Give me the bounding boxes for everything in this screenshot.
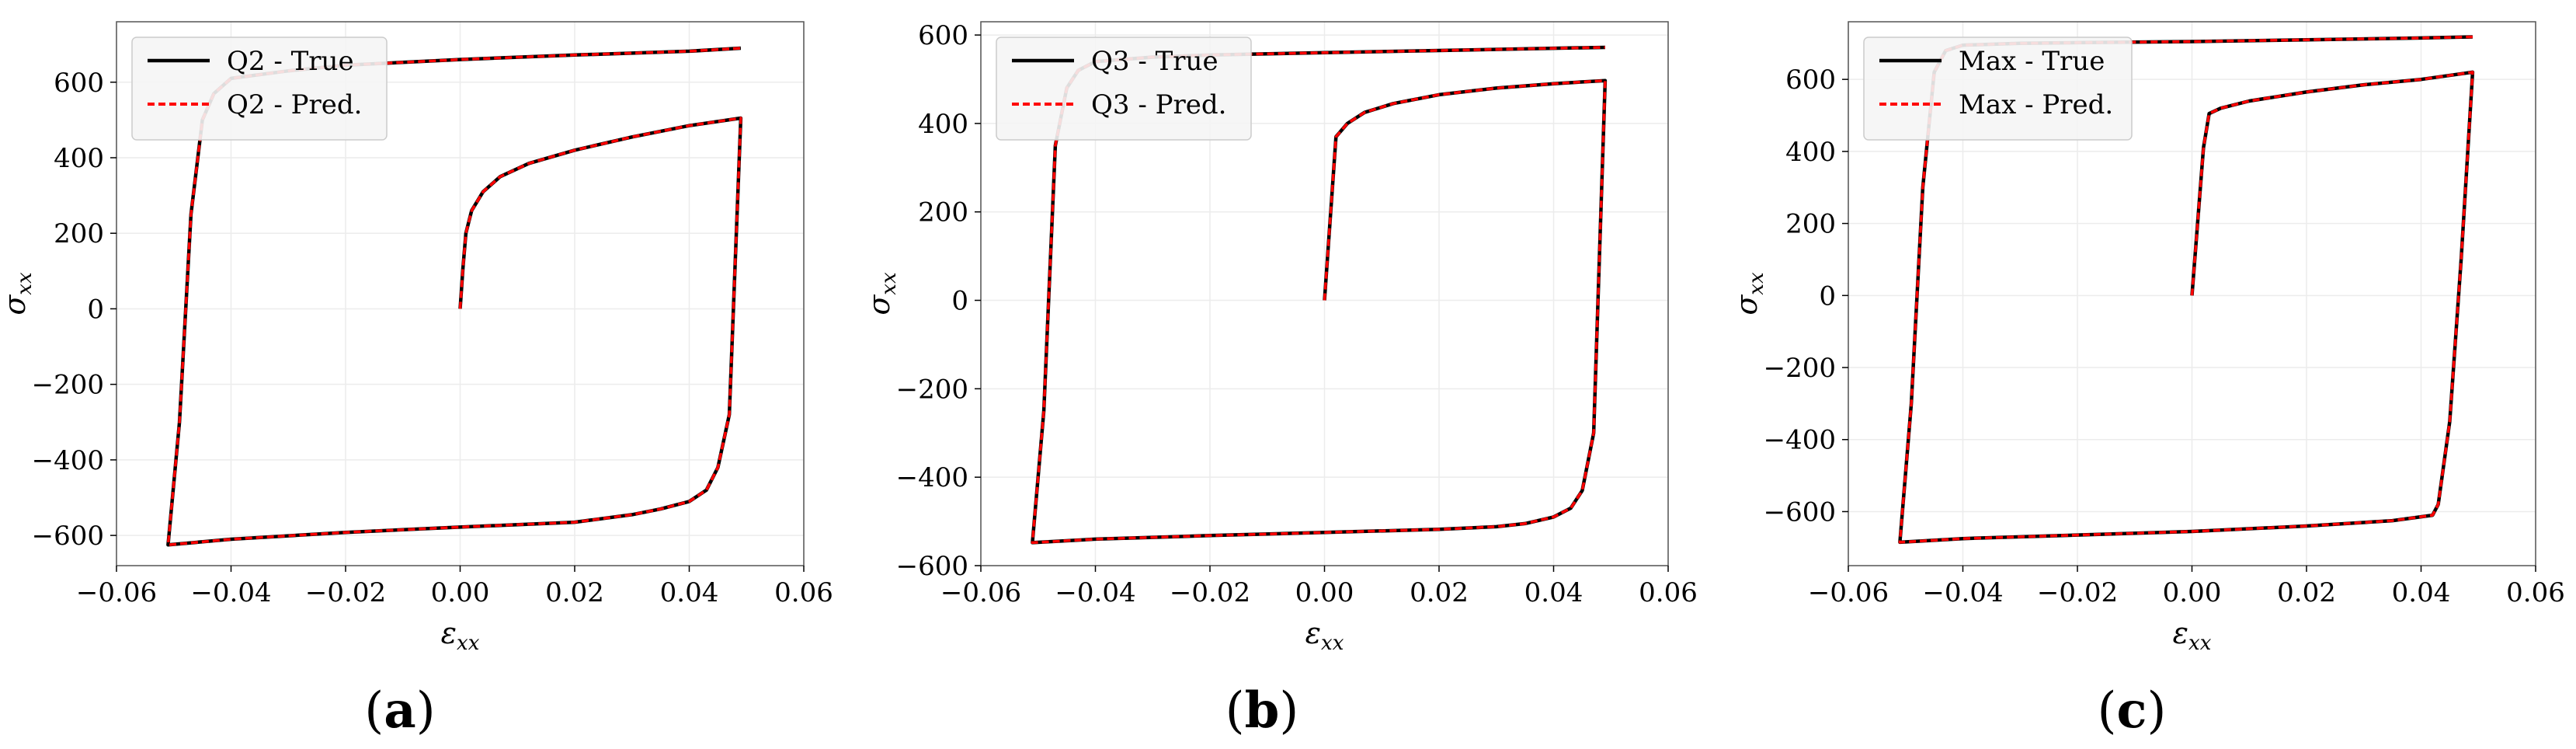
x-tick-label: 0.00 xyxy=(2163,577,2222,608)
legend: Q2 - True Q2 - Pred. xyxy=(131,37,388,141)
x-tick-label: −0.02 xyxy=(1170,577,1250,608)
x-tick-label: 0.00 xyxy=(431,577,490,608)
x-tick-label: −0.04 xyxy=(1055,577,1135,608)
legend-box xyxy=(1863,37,2133,141)
x-axis-label: εxx xyxy=(441,616,480,655)
panel-caption-letter: b xyxy=(1245,681,1280,740)
legend-label: Max - True xyxy=(1959,46,2105,77)
legend-label: Q2 - True xyxy=(227,46,354,77)
panel-caption-letter: a xyxy=(384,681,415,740)
legend-label: Q2 - Pred. xyxy=(227,89,362,120)
legend: Q3 - True Q3 - Pred. xyxy=(996,37,1252,141)
panel-caption: (a) xyxy=(364,681,435,740)
y-tick-label: 200 xyxy=(1785,209,1836,240)
panel-c: −0.06 −0.04 −0.02 0.00 0.02 0.04 0.06 −600 −400 −… xyxy=(1730,21,2565,740)
x-tick-label: 0.06 xyxy=(2506,577,2565,608)
y-tick-label: 0 xyxy=(1819,280,1836,312)
y-tick-label: −200 xyxy=(1764,353,1836,384)
x-tick-label: 0.04 xyxy=(660,577,719,608)
x-tick-label: −0.06 xyxy=(940,577,1021,608)
y-tick-label: 400 xyxy=(1785,137,1836,168)
y-tick-label: 400 xyxy=(918,109,968,140)
y-tick-label: 600 xyxy=(54,68,104,99)
legend-box xyxy=(131,37,388,141)
y-tick-label: −200 xyxy=(32,370,104,401)
y-tick-label: 0 xyxy=(951,286,968,317)
y-tick-label: 200 xyxy=(54,218,104,249)
legend: Max - True Max - Pred. xyxy=(1863,37,2133,141)
x-tick-label: 0.04 xyxy=(1524,577,1583,608)
panel-caption: (b) xyxy=(1225,681,1299,740)
x-tick-label: 0.00 xyxy=(1295,577,1354,608)
x-tick-label: −0.04 xyxy=(190,577,271,608)
x-tick-label: −0.02 xyxy=(2037,577,2118,608)
x-tick-label: 0.02 xyxy=(1410,577,1469,608)
x-tick-label: −0.06 xyxy=(76,577,157,608)
x-tick-label: 0.06 xyxy=(774,577,833,608)
x-tick-label: −0.02 xyxy=(305,577,386,608)
y-tick-label: −400 xyxy=(1764,425,1836,456)
y-tick-label: −600 xyxy=(32,521,104,552)
panel-caption: (c) xyxy=(2098,681,2167,740)
y-axis-label: σxx xyxy=(862,272,901,315)
x-axis-label: εxx xyxy=(2173,616,2212,655)
panel-caption-letter: c xyxy=(2117,681,2147,740)
y-tick-label: 600 xyxy=(918,20,968,51)
y-tick-label: −400 xyxy=(32,445,104,476)
panel-a: −0.06 −0.04 −0.02 0.00 0.02 0.04 0.06 −600 −400 −… xyxy=(0,21,833,740)
x-tick-label: 0.02 xyxy=(2277,577,2336,608)
legend-label: Q3 - Pred. xyxy=(1091,89,1226,120)
legend-label: Max - Pred. xyxy=(1959,89,2113,120)
legend-label: Q3 - True xyxy=(1091,46,1218,77)
y-tick-label: 0 xyxy=(87,294,104,325)
y-tick-label: −600 xyxy=(896,551,968,582)
x-tick-label: −0.06 xyxy=(1808,577,1889,608)
y-tick-label: −200 xyxy=(896,374,968,405)
x-tick-label: −0.04 xyxy=(1922,577,2003,608)
y-tick-label: 200 xyxy=(918,197,968,228)
series-line-pred xyxy=(1898,35,2474,544)
y-tick-label: −400 xyxy=(896,462,968,493)
y-tick-label: 400 xyxy=(54,143,104,174)
y-axis-label: σxx xyxy=(1730,272,1768,315)
x-axis-label: εxx xyxy=(1305,616,1344,655)
x-tick-label: 0.02 xyxy=(545,577,604,608)
y-tick-label: −600 xyxy=(1764,496,1836,528)
legend-box xyxy=(996,37,1252,141)
y-tick-label: 600 xyxy=(1785,64,1836,96)
y-axis-label: σxx xyxy=(0,272,37,315)
x-tick-label: 0.06 xyxy=(1639,577,1698,608)
panel-b: −0.06 −0.04 −0.02 0.00 0.02 0.04 0.06 −600 −400 −… xyxy=(862,20,1698,740)
x-tick-label: 0.04 xyxy=(2392,577,2451,608)
